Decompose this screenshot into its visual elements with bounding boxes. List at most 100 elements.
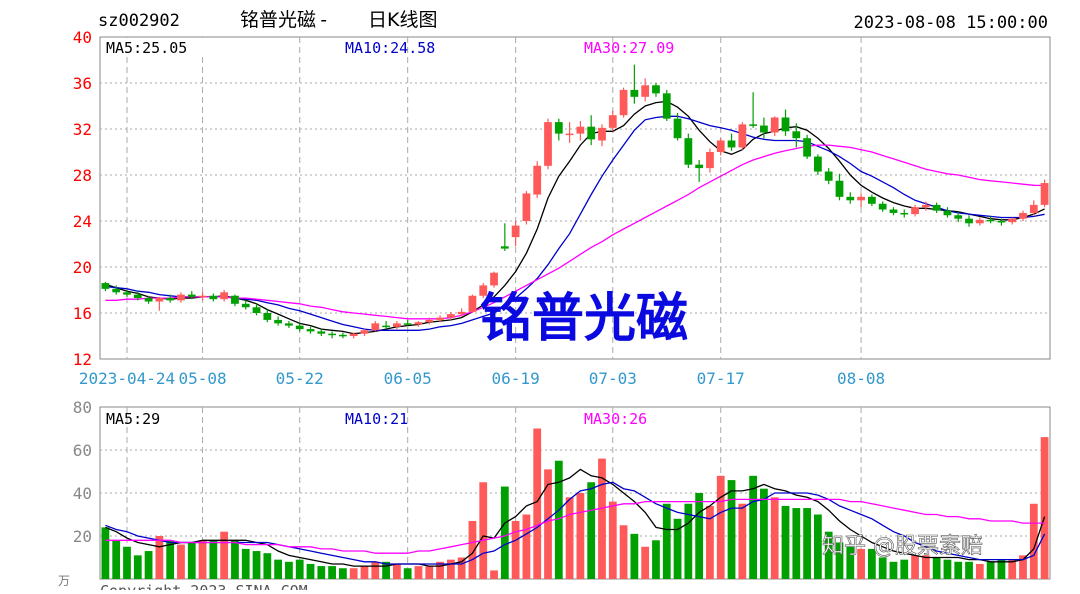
volume-bar (824, 531, 833, 579)
volume-bar (792, 508, 801, 579)
candle-body (414, 322, 423, 325)
candle-body (792, 131, 801, 139)
volume-bar (652, 540, 660, 579)
candle-body (965, 218, 973, 224)
candle-body (738, 124, 747, 148)
volume-bar (511, 520, 520, 579)
candle-body (317, 331, 326, 334)
volume-bar (544, 469, 552, 579)
candle-body (457, 311, 466, 315)
volume-bar (360, 566, 369, 579)
volume-legend-ma10: MA10:21 (345, 410, 408, 428)
candle-body (1029, 204, 1038, 213)
candle-body (533, 165, 542, 195)
candle-body (749, 124, 758, 126)
price-tick-label: 12 (73, 350, 92, 369)
candle-body (187, 294, 196, 297)
date-tick-label: 06-19 (492, 369, 540, 388)
volume-bar (1019, 555, 1027, 579)
candle-body (1019, 212, 1027, 219)
volume-bar (500, 486, 509, 579)
volume-y-axis: 20 40 60 80 (73, 398, 92, 546)
date-tick-label: 05-22 (276, 369, 324, 388)
date-tick-label: 06-05 (384, 369, 432, 388)
candle-body (662, 93, 671, 119)
title-separator: - (318, 9, 329, 31)
volume-bar (814, 514, 822, 579)
candle-body (986, 219, 995, 222)
volume-bar (403, 568, 412, 579)
price-tick-label: 24 (73, 212, 92, 231)
volume-bar (155, 536, 164, 579)
price-ma-lines (105, 100, 1045, 335)
volume-bar (986, 561, 995, 579)
volume-bar (349, 568, 358, 579)
volume-bar (414, 566, 423, 579)
volume-panel: 20 40 60 80 MA5:29 MA10:21 MA30:26 万 (58, 398, 1051, 588)
candle-body (468, 295, 477, 312)
price-ma30-line (105, 144, 1045, 320)
volume-bar (760, 488, 768, 579)
price-candles (101, 64, 1049, 339)
candle-body (511, 225, 520, 238)
volume-bar (954, 561, 963, 579)
volume-bar (198, 540, 207, 579)
volume-bar (619, 525, 628, 579)
candle-body (500, 246, 509, 249)
candle-body (155, 298, 164, 302)
volume-bar (997, 559, 1006, 579)
volume-bar (382, 561, 390, 579)
volume-bar (339, 568, 347, 579)
price-legend-ma10: MA10:24.58 (345, 39, 435, 57)
price-tick-label: 32 (73, 120, 92, 139)
volume-bar (770, 497, 779, 579)
candle-body (867, 196, 876, 204)
volume-bar (608, 501, 617, 579)
volume-bar (123, 546, 131, 579)
watermark-source: 知乎 @股票素赔 (822, 534, 983, 559)
volume-bar (468, 520, 477, 579)
candle-body (684, 138, 693, 165)
volume-bar (781, 505, 790, 579)
candle-body (846, 196, 855, 201)
candle-body (587, 126, 596, 140)
volume-bar (598, 458, 606, 579)
date-tick-label: 2023-04-24 (79, 369, 175, 388)
volume-bar (295, 559, 304, 579)
candle-body (209, 295, 218, 300)
price-ma5-line (105, 100, 1045, 335)
candle-body (695, 164, 704, 169)
candle-body (382, 325, 390, 328)
candle-body (630, 89, 639, 97)
volume-ma5-line (105, 468, 1046, 567)
volume-bar (695, 493, 704, 579)
volume-bar (911, 555, 919, 579)
volume-bar (177, 544, 185, 579)
price-ma10-line (105, 115, 1045, 331)
volume-bar (1040, 437, 1049, 579)
candle-body (446, 314, 455, 318)
volume-bar (101, 527, 110, 579)
candle-body (911, 207, 919, 215)
candle-body (835, 180, 844, 197)
volume-bar (576, 493, 585, 579)
volume-bar (133, 555, 142, 579)
volume-bar (231, 540, 239, 579)
volume-bar (554, 460, 563, 579)
candle-body (328, 333, 336, 336)
candle-body (436, 317, 444, 320)
volume-bar (857, 548, 865, 579)
price-tick-label: 28 (73, 166, 92, 185)
volume-bar (317, 566, 326, 579)
candle-body (706, 152, 714, 169)
volume-bar (846, 546, 855, 579)
date-tick-label: 08-08 (837, 369, 885, 388)
volume-bar (392, 563, 401, 579)
candle-body (857, 196, 865, 201)
volume-tick-label: 40 (73, 484, 92, 503)
candle-body (112, 288, 121, 293)
volume-bar (641, 546, 650, 579)
volume-bar (306, 563, 315, 579)
candle-body (878, 203, 887, 210)
